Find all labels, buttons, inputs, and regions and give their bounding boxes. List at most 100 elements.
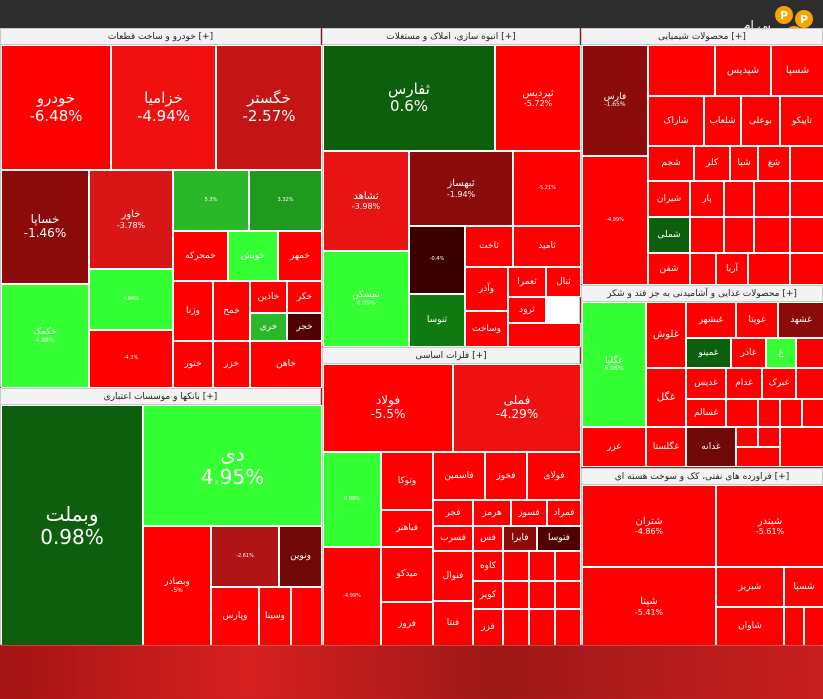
sector-title[interactable]: محصولات شیمیایی [+] <box>582 29 822 45</box>
stock-tile[interactable] <box>529 581 555 609</box>
stock-tile[interactable]: خاهن <box>250 341 322 388</box>
stock-tile[interactable] <box>503 609 529 646</box>
stock-tile[interactable] <box>555 551 581 581</box>
stock-tile[interactable]: وآذر <box>465 267 508 311</box>
stock-tile[interactable]: غگل <box>646 368 686 427</box>
stock-tile[interactable] <box>754 217 790 253</box>
stock-tile[interactable]: وتوکا <box>381 452 433 510</box>
stock-tile[interactable] <box>555 609 581 646</box>
stock-tile[interactable]: فجر <box>433 500 473 526</box>
stock-tile[interactable]: کاوه <box>473 551 503 581</box>
sector-title[interactable]: بانکها و موسسات اعتباری [+] <box>1 389 320 405</box>
stock-tile[interactable]: -4.3% <box>89 330 173 388</box>
stock-tile[interactable] <box>736 447 780 467</box>
stock-tile[interactable]: خگستر -2.57% <box>216 45 322 170</box>
stock-tile[interactable]: شفن <box>648 253 690 285</box>
stock-tile[interactable] <box>804 607 823 646</box>
stock-tile[interactable] <box>784 607 804 646</box>
stock-tile[interactable] <box>648 45 715 96</box>
stock-tile[interactable]: خودرو -6.48% <box>1 45 111 170</box>
stock-tile[interactable]: خکمک 4.98% <box>1 284 89 388</box>
stock-tile[interactable] <box>754 181 790 217</box>
stock-tile[interactable] <box>780 399 802 427</box>
stock-tile[interactable]: ثعمرا <box>508 267 546 297</box>
stock-tile[interactable]: ونوین <box>279 526 322 587</box>
stock-tile[interactable]: فنتا <box>433 601 473 646</box>
stock-tile[interactable]: فولای <box>527 452 581 500</box>
stock-tile[interactable]: شغ <box>758 146 790 181</box>
stock-tile[interactable] <box>736 427 758 447</box>
stock-tile[interactable] <box>796 338 823 368</box>
stock-tile[interactable]: ثبهساز -1.94% <box>409 151 513 226</box>
stock-tile[interactable]: شسپا <box>771 45 823 96</box>
stock-tile[interactable]: شملی <box>648 217 690 253</box>
stock-tile[interactable]: شیران <box>648 181 690 217</box>
stock-tile[interactable]: پار <box>690 181 724 217</box>
stock-tile[interactable]: وبملت 0.98% <box>1 405 143 646</box>
stock-tile[interactable]: غزر <box>582 427 646 467</box>
stock-tile[interactable]: شبریز <box>716 567 784 607</box>
stock-tile[interactable]: ختور <box>173 341 213 388</box>
stock-tile[interactable] <box>503 551 529 581</box>
stock-tile[interactable] <box>508 323 581 347</box>
stock-tile[interactable]: میدکو <box>381 547 433 602</box>
stock-tile[interactable]: خمح <box>213 281 250 341</box>
stock-tile[interactable]: -2.61% <box>211 526 279 587</box>
stock-tile[interactable] <box>780 427 823 467</box>
stock-tile[interactable]: ثشاهد -3.98% <box>323 151 409 251</box>
stock-tile[interactable] <box>802 399 823 427</box>
stock-tile[interactable] <box>503 581 529 609</box>
stock-tile[interactable]: -0.4% <box>409 226 465 294</box>
stock-tile[interactable]: ثاخت <box>465 226 513 267</box>
stock-tile[interactable]: شپنا -5.41% <box>582 567 716 646</box>
stock-tile[interactable]: ثفارس 0.6% <box>323 45 495 151</box>
stock-tile[interactable]: ثمسکن 4.05% <box>323 251 409 347</box>
stock-tile[interactable] <box>690 217 724 253</box>
stock-tile[interactable]: وساخت <box>465 311 508 347</box>
stock-tile[interactable]: فمراد <box>547 500 581 526</box>
stock-tile[interactable]: ثنوسا <box>409 294 465 347</box>
stock-tile[interactable]: آریا <box>716 253 748 285</box>
stock-tile[interactable]: غشهد <box>778 302 823 338</box>
stock-tile[interactable]: فولاد -5.5% <box>323 364 453 452</box>
sector-title[interactable]: انبوه سازی، املاک و مستغلات [+] <box>323 29 579 45</box>
stock-tile[interactable]: -4.99% <box>582 156 648 285</box>
stock-tile[interactable]: وپارس <box>211 587 259 646</box>
stock-tile[interactable]: غسالم <box>686 399 726 427</box>
stock-tile[interactable]: 5.3% <box>173 170 249 231</box>
stock-tile[interactable]: فباهنر <box>381 510 433 547</box>
stock-tile[interactable]: خاذین <box>250 281 287 313</box>
stock-tile[interactable]: کلر <box>694 146 730 181</box>
sector-title[interactable]: فراورده های نفتی، کک و سوخت هسته ای [+] <box>582 469 822 485</box>
stock-tile[interactable]: غگلپا 6.98% <box>582 302 646 427</box>
stock-tile[interactable]: شپدیس <box>715 45 771 96</box>
stock-tile[interactable]: فتوسا <box>537 526 581 551</box>
stock-tile[interactable]: غ <box>766 338 796 368</box>
stock-tile[interactable] <box>529 609 555 646</box>
stock-tile[interactable]: وسینا <box>259 587 291 646</box>
stock-tile[interactable]: غمینو <box>686 338 731 368</box>
stock-tile[interactable]: خساپا -1.46% <box>1 170 89 284</box>
stock-tile[interactable]: ثپردیس -5.72% <box>495 45 581 151</box>
stock-tile[interactable] <box>758 399 780 427</box>
stock-tile[interactable]: شاراک <box>648 96 704 146</box>
stock-tile[interactable]: غدیس <box>686 368 726 399</box>
sector-title[interactable]: خودرو و ساخت قطعات [+] <box>1 29 320 45</box>
stock-tile[interactable]: فس <box>473 526 503 551</box>
stock-tile[interactable] <box>724 217 754 253</box>
sector-title[interactable]: فلزات اساسی [+] <box>323 348 579 364</box>
stock-tile[interactable] <box>796 368 823 399</box>
stock-tile[interactable] <box>790 253 823 285</box>
stock-tile[interactable]: تاپیکو <box>780 96 823 146</box>
stock-tile[interactable]: شاوان <box>716 607 784 646</box>
stock-tile[interactable] <box>291 587 322 646</box>
stock-tile[interactable]: خویش <box>228 231 278 281</box>
stock-tile[interactable]: خری <box>250 313 287 341</box>
stock-tile[interactable]: غلوش <box>646 302 686 368</box>
stock-tile[interactable]: غگلستا <box>646 427 686 467</box>
stock-tile[interactable]: خزر <box>213 341 250 388</box>
stock-tile[interactable]: شسپا <box>784 567 823 607</box>
stock-tile[interactable]: خکر <box>287 281 322 313</box>
stock-tile[interactable]: شلعاب <box>704 96 741 146</box>
stock-tile[interactable]: وزنا <box>173 281 213 341</box>
